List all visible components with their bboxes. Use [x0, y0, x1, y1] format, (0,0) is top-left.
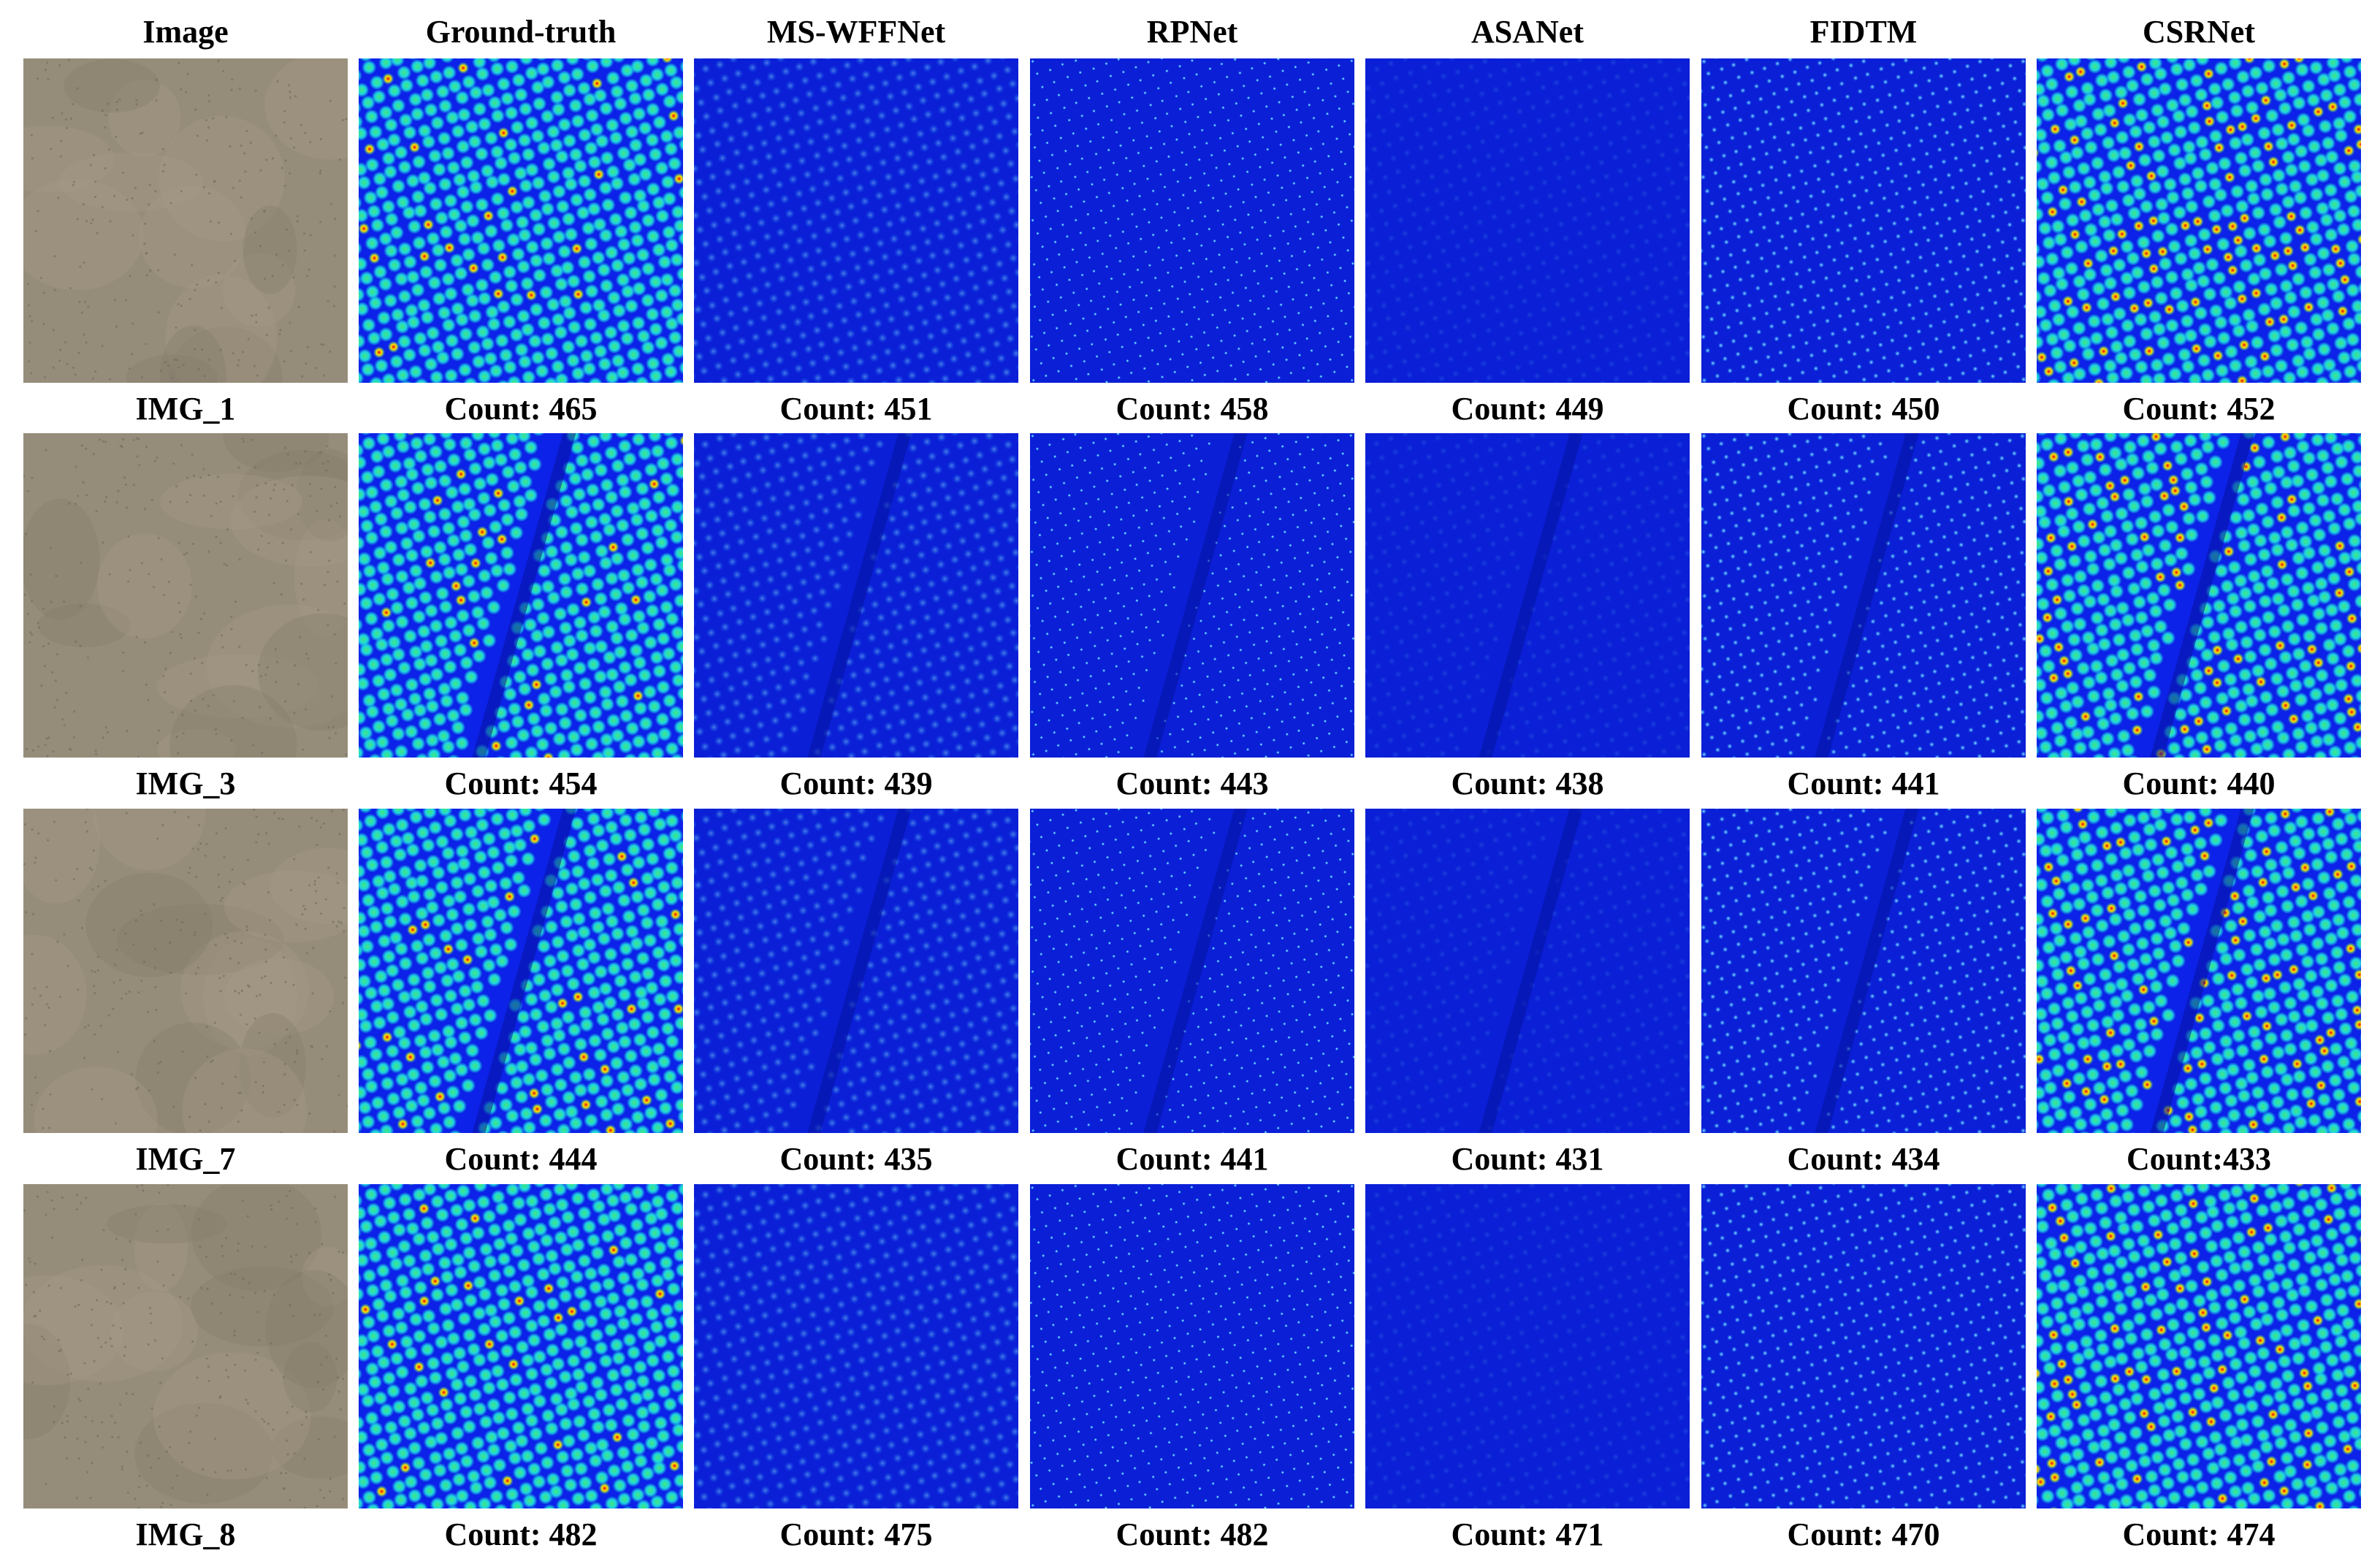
count-label-ground-truth: Count: 482: [444, 1517, 598, 1552]
density-map-panel-asanet-img-7: [1365, 809, 1690, 1133]
density-map-panel-ground-truth-img-1: [359, 58, 683, 383]
column-header-image: Image: [142, 14, 229, 50]
count-label-ground-truth: Count: 465: [444, 391, 598, 427]
density-map-panel-csrnet-img-1: [2037, 58, 2361, 383]
image-id-label: IMG_3: [135, 766, 236, 801]
count-label-fidtm: Count: 441: [1787, 766, 1940, 801]
image-id-label: IMG_1: [135, 391, 236, 427]
density-map-panel-asanet-img-3: [1365, 433, 1690, 758]
column-header-csrnet: CSRNet: [2143, 14, 2255, 50]
column-header-fidtm: FIDTM: [1809, 14, 1918, 50]
image-id-label: IMG_7: [135, 1141, 236, 1177]
count-label-asanet: Count: 431: [1451, 1141, 1604, 1177]
count-label-ms-wffnet: Count: 475: [779, 1517, 933, 1552]
density-map-panel-ground-truth-img-8: [359, 1184, 683, 1508]
density-map-panel-ms-wffnet-img-7: [694, 809, 1018, 1133]
density-map-panel-fidtm-img-8: [1701, 1184, 2026, 1508]
photo-panel-image-img-8: [23, 1184, 348, 1508]
density-map-panel-fidtm-img-3: [1701, 433, 2026, 758]
photo-panel-image-img-1: [23, 58, 348, 383]
image-id-label: IMG_8: [135, 1517, 236, 1552]
photo-panel-image-img-3: [23, 433, 348, 758]
count-label-fidtm: Count: 434: [1787, 1141, 1940, 1177]
column-header-asanet: ASANet: [1471, 14, 1584, 50]
count-label-csrnet: Count: 452: [2122, 391, 2276, 427]
column-header-rpnet: RPNet: [1146, 14, 1238, 50]
density-map-panel-rpnet-img-3: [1030, 433, 1354, 758]
count-label-rpnet: Count: 443: [1115, 766, 1269, 801]
photo-panel-image-img-7: [23, 809, 348, 1133]
density-map-panel-ms-wffnet-img-3: [694, 433, 1018, 758]
count-label-rpnet: Count: 458: [1115, 391, 1269, 427]
count-label-asanet: Count: 438: [1451, 766, 1604, 801]
count-label-ms-wffnet: Count: 439: [779, 766, 933, 801]
count-label-rpnet: Count: 482: [1115, 1517, 1269, 1552]
count-label-ms-wffnet: Count: 451: [779, 391, 933, 427]
density-map-panel-rpnet-img-1: [1030, 58, 1354, 383]
density-map-panel-asanet-img-1: [1365, 58, 1690, 383]
count-label-ground-truth: Count: 444: [444, 1141, 598, 1177]
density-map-panel-ground-truth-img-3: [359, 433, 683, 758]
density-map-panel-asanet-img-8: [1365, 1184, 1690, 1508]
density-map-panel-csrnet-img-8: [2037, 1184, 2361, 1508]
density-map-panel-csrnet-img-7: [2037, 809, 2361, 1133]
density-map-panel-csrnet-img-3: [2037, 433, 2361, 758]
density-map-panel-ms-wffnet-img-1: [694, 58, 1018, 383]
density-map-panel-rpnet-img-8: [1030, 1184, 1354, 1508]
density-map-panel-ms-wffnet-img-8: [694, 1184, 1018, 1508]
count-label-asanet: Count: 471: [1451, 1517, 1604, 1552]
count-label-csrnet: Count: 440: [2122, 766, 2276, 801]
count-label-asanet: Count: 449: [1451, 391, 1604, 427]
count-label-rpnet: Count: 441: [1115, 1141, 1269, 1177]
density-map-panel-rpnet-img-7: [1030, 809, 1354, 1133]
column-header-ground-truth: Ground-truth: [425, 14, 617, 50]
count-label-csrnet: Count: 474: [2122, 1517, 2276, 1552]
count-label-csrnet: Count:433: [2126, 1141, 2272, 1177]
count-label-fidtm: Count: 450: [1787, 391, 1940, 427]
count-label-ground-truth: Count: 454: [444, 766, 598, 801]
density-map-panel-ground-truth-img-7: [359, 809, 683, 1133]
density-map-panel-fidtm-img-7: [1701, 809, 2026, 1133]
count-label-fidtm: Count: 470: [1787, 1517, 1940, 1552]
column-header-ms-wffnet: MS-WFFNet: [766, 14, 946, 50]
count-label-ms-wffnet: Count: 435: [779, 1141, 933, 1177]
density-map-panel-fidtm-img-1: [1701, 58, 2026, 383]
